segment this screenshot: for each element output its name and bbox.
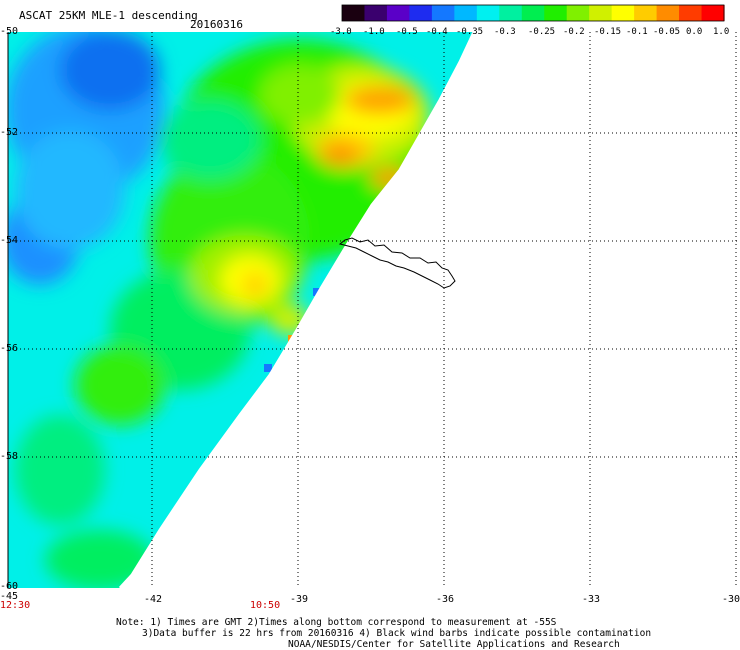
note-line-2: 3)Data buffer is 22 hrs from 20160316 4)… (142, 628, 652, 639)
lon-label: -42 (144, 594, 163, 605)
lon-label: -30 (722, 594, 740, 605)
colorbar-swatch (409, 5, 433, 21)
colorbar-swatch (386, 5, 411, 21)
colorbar-tick: -0.25 (528, 27, 556, 37)
lon-label: -45 (0, 591, 19, 602)
colorbar-tick: 1.0 (713, 27, 730, 37)
colorbar-tick: -0.15 (594, 27, 622, 37)
colorbar-swatches (341, 4, 725, 22)
colorbar-swatch (364, 5, 388, 21)
lat-label: -58 (0, 451, 19, 462)
map-title: ASCAT 25KM MLE-1 descending (19, 9, 198, 22)
time-label-left: 12:30 (0, 600, 31, 611)
colorbar-tick: -0.4 (426, 27, 448, 37)
colorbar-swatch (701, 5, 725, 21)
colorbar-swatch (589, 5, 613, 21)
south-georgia-coastline (338, 237, 456, 289)
colorbar-tick: -0.2 (563, 27, 585, 37)
lon-label: -36 (436, 594, 455, 605)
note-line-3: NOAA/NESDIS/Center for Satellite Applica… (288, 639, 620, 650)
lat-label: -52 (0, 127, 19, 138)
lat-label: -56 (0, 343, 19, 354)
colorbar-swatch (431, 5, 455, 21)
colorbar-swatch (521, 5, 545, 21)
colorbar-swatch (499, 5, 523, 21)
colorbar-tick: 0.0 (686, 27, 703, 37)
colorbar-swatch (679, 5, 703, 21)
colorbar-swatch (476, 5, 500, 21)
colorbar-swatch (634, 5, 658, 21)
lat-label: -50 (0, 26, 19, 37)
colorbar-swatch (656, 5, 680, 21)
graticule (7, 32, 740, 588)
mle-data-swath (8, 32, 474, 588)
colorbar-tick: -0.35 (456, 27, 484, 37)
colorbar-swatch (544, 5, 568, 21)
colorbar-tick: -0.5 (396, 27, 418, 37)
swath-edge (118, 31, 476, 590)
colorbar-swatch (454, 5, 478, 21)
map-date: 20160316 (190, 18, 243, 31)
colorbar-swatch (342, 5, 366, 21)
note-line-1: Note: 1) Times are GMT 2)Times along bot… (116, 617, 557, 628)
lon-label: -39 (290, 594, 309, 605)
lon-label: -33 (582, 594, 601, 605)
colorbar-tick: -0.1 (626, 27, 648, 37)
colorbar-tick: -1.0 (363, 27, 385, 37)
colorbar-swatch (566, 5, 590, 21)
colorbar-frame (341, 4, 725, 22)
colorbar-tick: -0.05 (653, 27, 681, 37)
time-label-middle: 10:50 (250, 600, 281, 611)
lat-label: -54 (0, 235, 19, 246)
colorbar-tick: -0.3 (494, 27, 516, 37)
lat-label: -60 (0, 581, 19, 592)
colorbar-swatch (611, 5, 635, 21)
colorbar-tick: -3.0 (330, 27, 352, 37)
